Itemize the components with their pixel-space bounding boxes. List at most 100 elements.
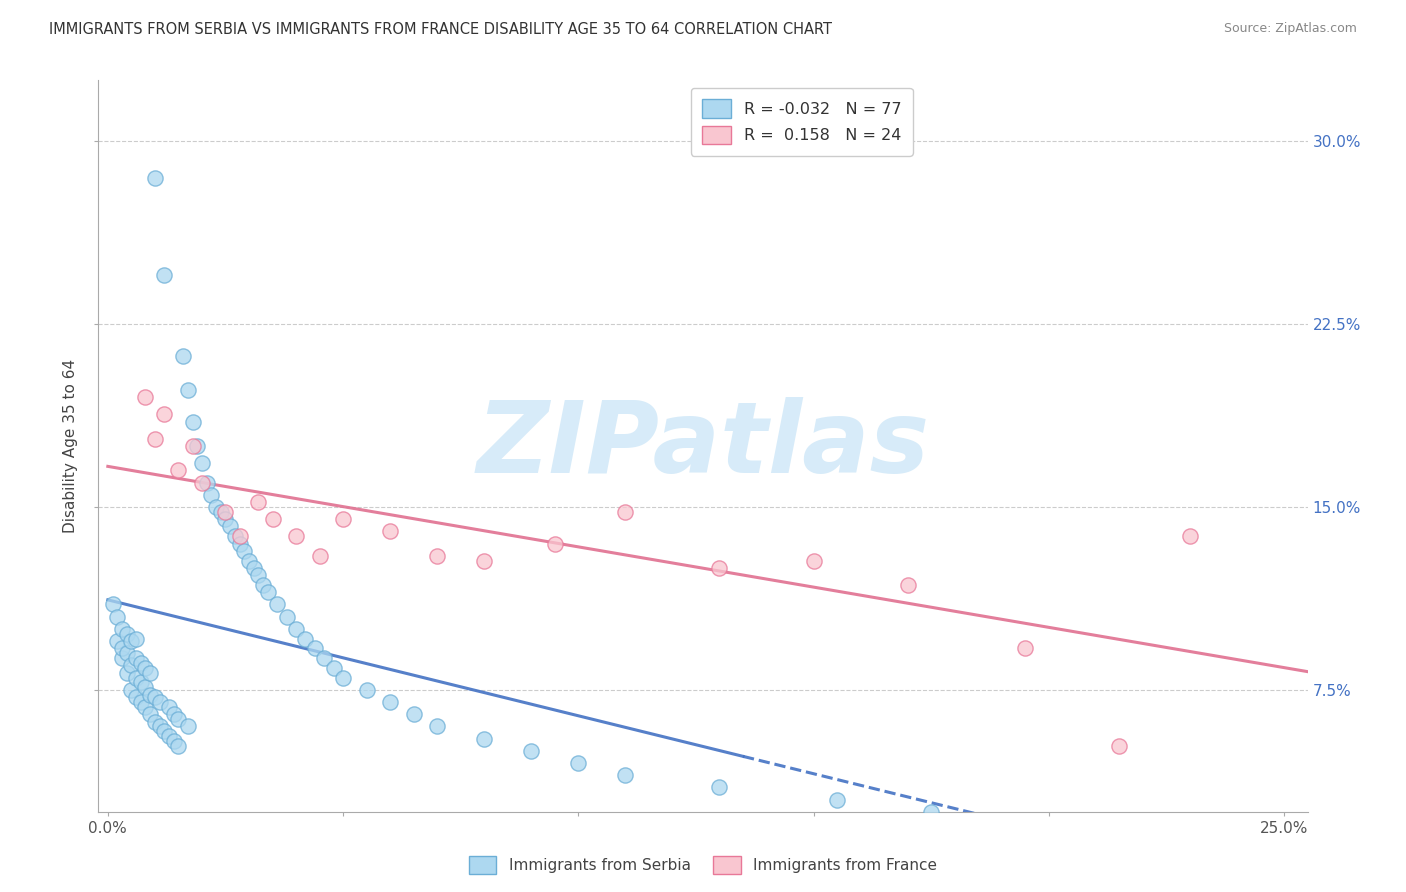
Point <box>143 714 166 729</box>
Point <box>897 578 920 592</box>
Point <box>186 439 208 453</box>
Point <box>177 719 200 733</box>
Point <box>163 707 186 722</box>
Point <box>129 656 152 670</box>
Point <box>139 688 162 702</box>
Point <box>195 475 218 490</box>
Point <box>614 768 637 782</box>
Point <box>101 598 124 612</box>
Point <box>332 671 354 685</box>
Point <box>1014 641 1036 656</box>
Point <box>115 626 138 640</box>
Point <box>214 505 236 519</box>
Point <box>129 695 152 709</box>
Point <box>153 268 176 283</box>
Point <box>125 690 148 705</box>
Point <box>115 646 138 660</box>
Point <box>115 665 138 680</box>
Point <box>472 553 495 567</box>
Point <box>200 488 222 502</box>
Point <box>139 707 162 722</box>
Point <box>256 585 278 599</box>
Legend: Immigrants from Serbia, Immigrants from France: Immigrants from Serbia, Immigrants from … <box>463 850 943 880</box>
Point <box>129 675 152 690</box>
Point <box>157 729 180 743</box>
Point <box>181 415 204 429</box>
Text: ZIPatlas: ZIPatlas <box>477 398 929 494</box>
Point <box>285 529 308 543</box>
Point <box>378 524 401 539</box>
Point <box>356 682 378 697</box>
Point <box>172 349 194 363</box>
Point <box>139 665 162 680</box>
Point <box>181 439 204 453</box>
Point <box>262 512 284 526</box>
Point <box>205 500 228 514</box>
Point <box>134 681 156 695</box>
Point <box>120 634 142 648</box>
Point <box>219 519 242 533</box>
Point <box>149 695 172 709</box>
Point <box>111 651 134 665</box>
Point <box>402 707 425 722</box>
Point <box>276 609 298 624</box>
Point <box>709 780 731 795</box>
Point <box>472 731 495 746</box>
Point <box>314 651 336 665</box>
Point <box>247 495 270 509</box>
Point <box>153 407 176 421</box>
Point <box>105 634 128 648</box>
Point <box>426 719 449 733</box>
Point <box>167 463 190 477</box>
Text: IMMIGRANTS FROM SERBIA VS IMMIGRANTS FROM FRANCE DISABILITY AGE 35 TO 64 CORRELA: IMMIGRANTS FROM SERBIA VS IMMIGRANTS FRO… <box>49 22 832 37</box>
Point <box>285 622 308 636</box>
Point <box>242 561 264 575</box>
Point <box>111 622 134 636</box>
Point <box>209 505 232 519</box>
Point <box>214 512 236 526</box>
Point <box>125 651 148 665</box>
Point <box>544 536 567 550</box>
Point <box>153 724 176 739</box>
Point <box>322 661 344 675</box>
Point <box>120 658 142 673</box>
Point <box>1108 739 1130 753</box>
Point <box>520 744 543 758</box>
Point <box>167 712 190 726</box>
Point <box>143 170 166 185</box>
Point <box>378 695 401 709</box>
Point <box>294 632 316 646</box>
Point <box>143 690 166 705</box>
Point <box>426 549 449 563</box>
Point <box>803 553 825 567</box>
Point <box>163 734 186 748</box>
Point <box>125 632 148 646</box>
Point <box>149 719 172 733</box>
Text: Source: ZipAtlas.com: Source: ZipAtlas.com <box>1223 22 1357 36</box>
Point <box>614 505 637 519</box>
Point <box>247 568 270 582</box>
Point <box>105 609 128 624</box>
Point <box>228 536 250 550</box>
Point <box>134 661 156 675</box>
Point <box>157 699 180 714</box>
Point <box>825 792 848 806</box>
Point <box>709 561 731 575</box>
Point <box>1178 529 1201 543</box>
Point <box>134 699 156 714</box>
Point <box>191 475 214 490</box>
Point <box>143 432 166 446</box>
Point <box>120 682 142 697</box>
Point <box>233 544 256 558</box>
Point <box>308 549 330 563</box>
Y-axis label: Disability Age 35 to 64: Disability Age 35 to 64 <box>63 359 79 533</box>
Point <box>125 671 148 685</box>
Point <box>920 805 942 819</box>
Point <box>238 553 260 567</box>
Point <box>304 641 326 656</box>
Point <box>167 739 190 753</box>
Point <box>567 756 589 770</box>
Legend: R = -0.032   N = 77, R =  0.158   N = 24: R = -0.032 N = 77, R = 0.158 N = 24 <box>692 88 912 155</box>
Point <box>266 598 288 612</box>
Point <box>252 578 274 592</box>
